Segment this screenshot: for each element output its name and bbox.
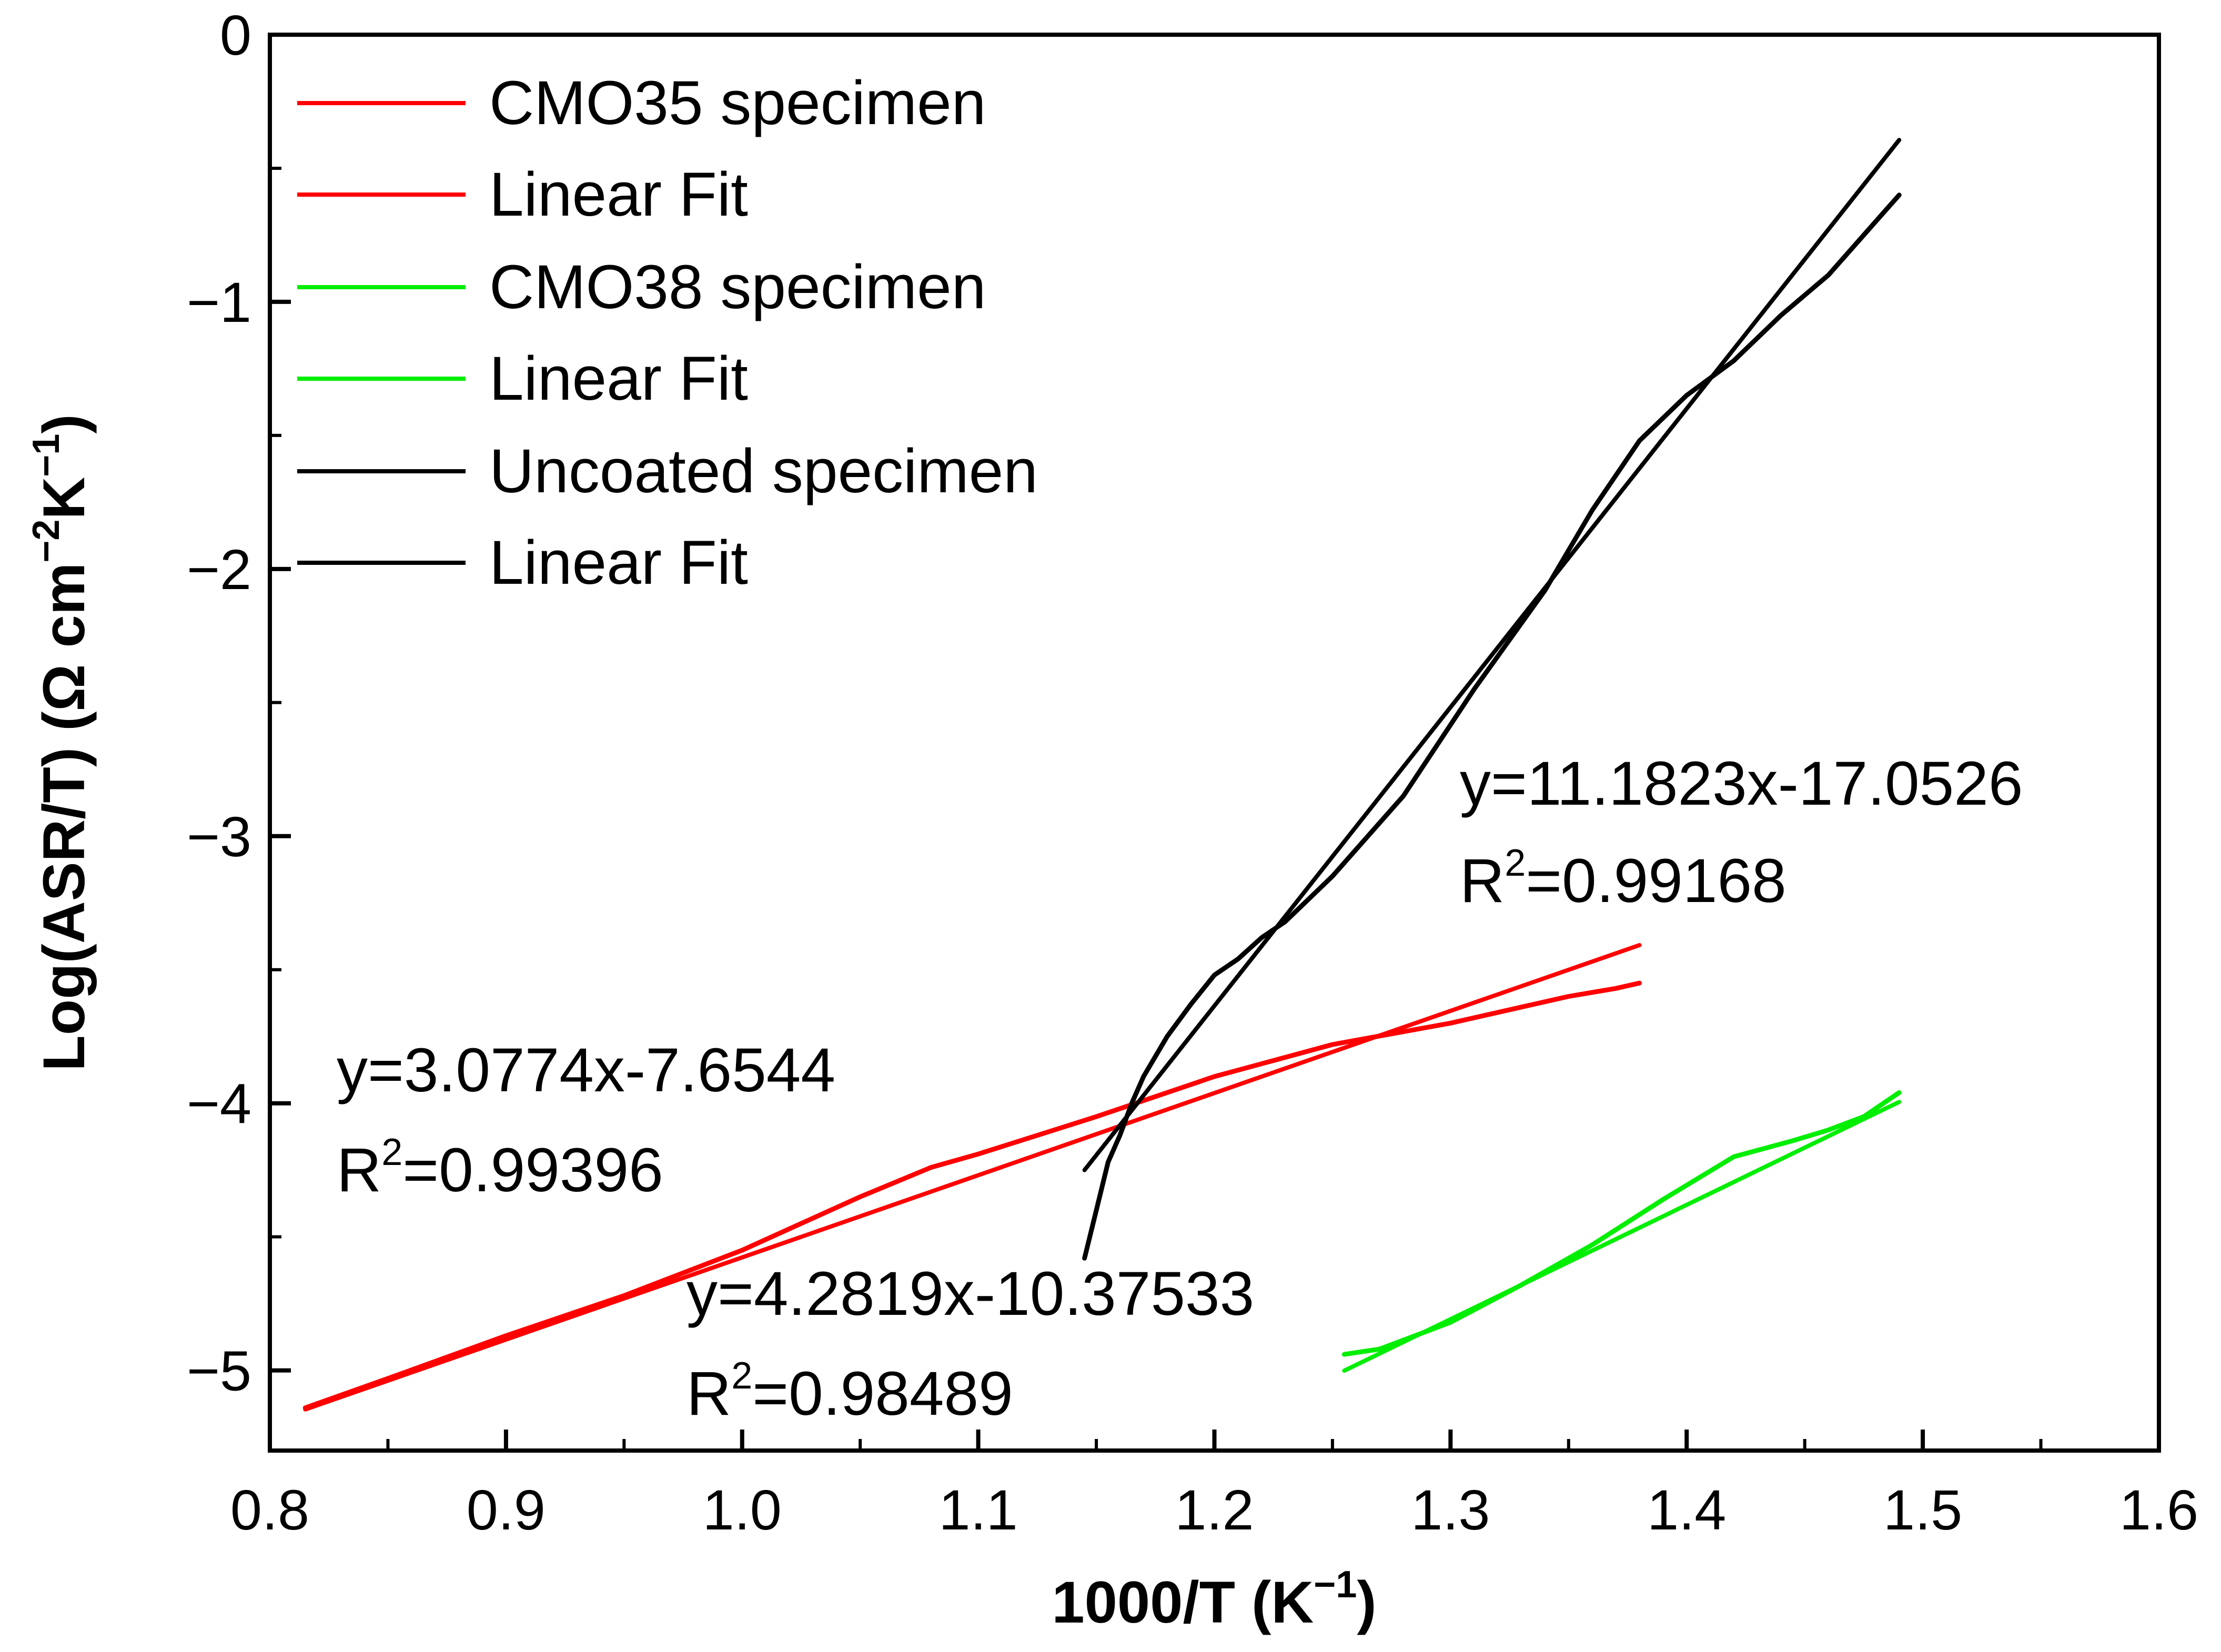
series-line-4-uncoated-specimen [1082,192,1902,1261]
series-line-1-linear-fit [303,943,1642,1412]
x-tick-label: 0.8 [230,1478,309,1542]
axis-tick-labels: 0.8 0.9 1.0 1.1 1.2 1.3 1.4 1.5 1.6 0 −1 −2 −3 −4 −5 [187,3,2198,1542]
annotation-cmo38-equation: y=4.2819x-10.37533 [687,1259,1254,1329]
annotation-cmo38-r2: R2=0.98489 [687,1355,1013,1428]
x-tick-label: 1.3 [1411,1478,1490,1542]
x-tick-label: 1.6 [2119,1478,2198,1542]
series-layer [302,138,1902,1412]
x-tick-label: 1.4 [1647,1478,1726,1542]
legend: CMO35 specimen Linear Fit CMO38 specimen… [297,68,1038,597]
y-tick-label: 0 [220,3,251,67]
legend-label-cmo38: CMO38 specimen [489,252,986,322]
x-tick-label: 1.0 [703,1478,782,1542]
series-line-5-linear-fit [1082,138,1902,1172]
series-line-3-linear-fit [1342,1100,1902,1373]
x-tick-label: 1.5 [1883,1478,1962,1542]
annotation-uncoated: y=11.1823x-17.0526 R2=0.99168 [1460,749,2023,916]
annotation-cmo35-equation: y=3.0774x-7.6544 [337,1036,835,1105]
annotation-uncoated-equation: y=11.1823x-17.0526 [1460,749,2023,818]
y-tick-label: −1 [187,270,251,334]
x-tick-label: 1.2 [1175,1478,1254,1542]
y-tick-label: −4 [187,1072,251,1136]
x-tick-label: 0.9 [467,1478,546,1542]
y-tick-label: −5 [187,1339,251,1403]
series-line-0-cmo35-specimen [302,980,1642,1411]
annotation-cmo38: y=4.2819x-10.37533 R2=0.98489 [687,1259,1254,1428]
axis-ticks [268,33,2161,1451]
legend-label-uncoated-fit: Linear Fit [489,528,748,597]
annotation-cmo35: y=3.0774x-7.6544 R2=0.99396 [337,1036,835,1205]
y-tick-label: −3 [187,805,251,868]
legend-label-cmo35: CMO35 specimen [489,68,986,138]
x-axis-title: 1000/T (K−1) [1052,1564,1376,1635]
legend-label-cmo38-fit: Linear Fit [489,344,748,413]
annotation-cmo35-r2: R2=0.99396 [337,1131,663,1205]
y-tick-label: −2 [187,538,251,601]
legend-label-cmo35-fit: Linear Fit [489,160,748,229]
y-axis-title: Log(ASR/T) (Ω cm−2K−1) [25,414,97,1071]
legend-label-uncoated: Uncoated specimen [489,437,1038,506]
x-tick-label: 1.1 [939,1478,1018,1542]
annotation-uncoated-r2: R2=0.99168 [1460,842,1786,916]
